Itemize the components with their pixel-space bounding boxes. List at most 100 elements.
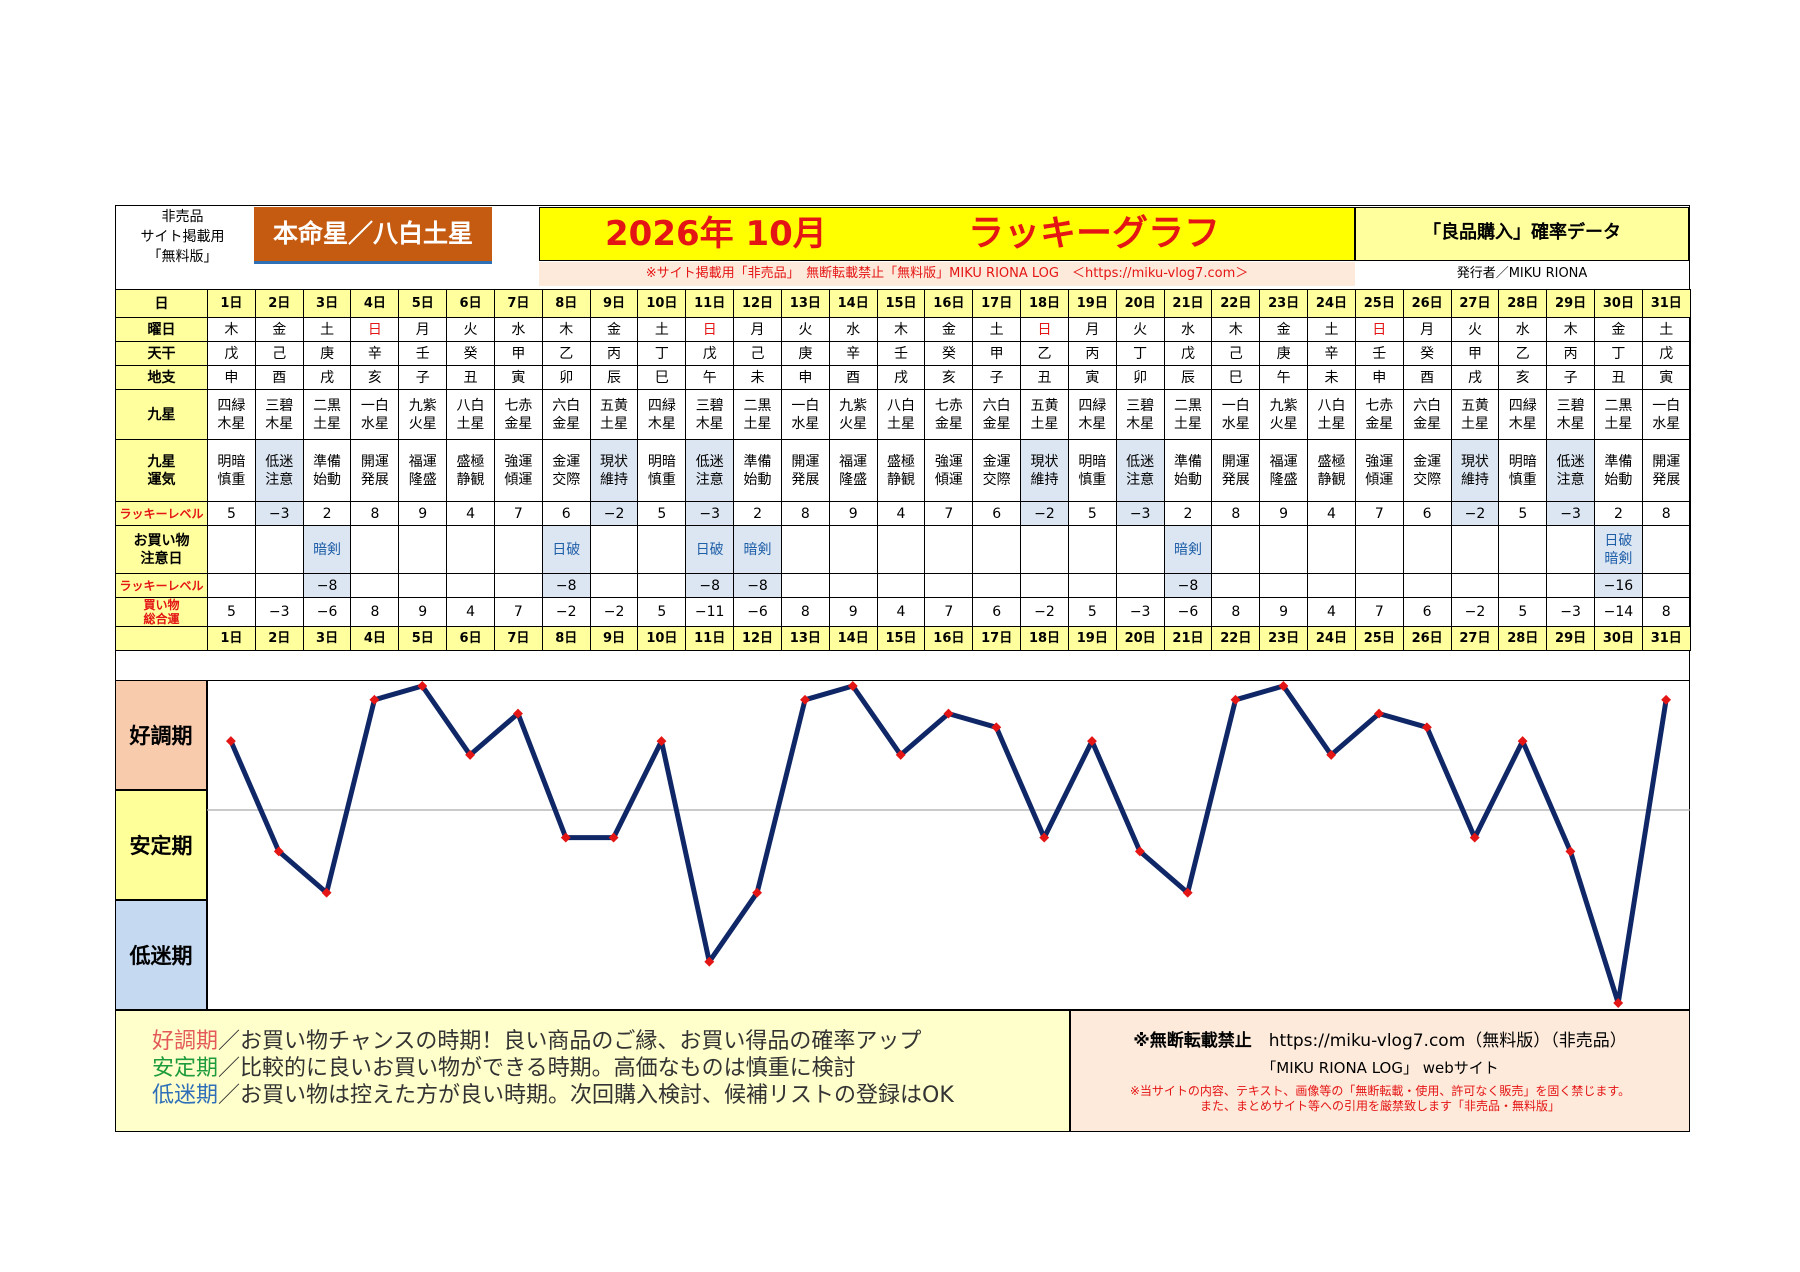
kyusei-cell: 七赤 金星 [1354, 389, 1404, 440]
total-cell: 7 [924, 597, 974, 627]
tenkan-cell: 丙 [1067, 341, 1117, 366]
unki-cell: 開運 発展 [780, 439, 830, 502]
unki-cell: 準備 始動 [302, 439, 352, 502]
data-point [1374, 708, 1384, 719]
lucky-level-cell: 6 [1402, 501, 1452, 526]
data-point [465, 749, 476, 760]
unki-cell: 開運 発展 [1211, 439, 1261, 502]
total-cell: −2 [541, 597, 591, 627]
kyusei-row: 九星 四緑 木星 三碧 木星 二黒 土星 一白 水星 九紫 火星 八白 土星 七赤 金星 六白 金星 五黄 土星 四緑… [115, 389, 1691, 440]
caution-level-cell [1067, 573, 1117, 598]
day-cell: 2日 [254, 626, 304, 651]
day-cell: 9日 [589, 289, 639, 318]
top-left-label: 非売品 サイト掲載用 「無料版」 [115, 205, 250, 287]
tenkan-cell: 甲 [493, 341, 543, 366]
caution-cell: 日破 [685, 525, 735, 574]
weekday-cell: 水 [828, 317, 878, 342]
lucky-level-cell: −2 [589, 501, 639, 526]
weekday-cell: 木 [1211, 317, 1261, 342]
chishi-cell: 亥 [350, 365, 400, 390]
data-point [321, 887, 332, 898]
unki-cell: 明暗 慎重 [1067, 439, 1117, 502]
honmei-underline [254, 261, 492, 264]
weekday-cell: 土 [637, 317, 687, 342]
caution-level-cell [828, 573, 878, 598]
weekday-cell: 金 [589, 317, 639, 342]
caution-cell [254, 525, 304, 574]
caution-level-cell: −16 [1594, 573, 1643, 598]
caution-cell [493, 525, 543, 574]
unki-cell: 低迷 注意 [1546, 439, 1596, 502]
unki-cell: 低迷 注意 [685, 439, 735, 502]
caution-level-cell: −8 [302, 573, 352, 598]
kyusei-cell: 一白 水星 [350, 389, 400, 440]
data-point [943, 708, 954, 719]
weekday-cell: 土 [302, 317, 352, 342]
weekday-cell: 火 [780, 317, 830, 342]
weekday-cell: 日 [1354, 317, 1404, 342]
caution-cell [589, 525, 639, 574]
legend-stable-term: 安定期 [152, 1056, 219, 1081]
lucky-level-cell: 8 [1641, 501, 1691, 526]
unki-cell: 盛極 静観 [876, 439, 926, 502]
kyusei-cell: 九紫 火星 [828, 389, 878, 440]
day-cell: 29日 [1546, 289, 1596, 318]
lucky-level-cell: 8 [780, 501, 830, 526]
total-cell: 7 [493, 597, 543, 627]
day-cell: 25日 [1354, 289, 1404, 318]
caution-level-cell: −8 [1163, 573, 1213, 598]
tenkan-cell: 戊 [1641, 341, 1691, 366]
day-row: 日 1日 2日 3日 4日 5日 6日 7日 8日 9日 10日 11日 12日 13日 14日 15日 16日… [115, 289, 1691, 318]
day-cell: 10日 [637, 626, 687, 651]
lucky-level-cell: −3 [254, 501, 304, 526]
unki-cell: 強運 傾運 [924, 439, 974, 502]
data-point [800, 694, 810, 705]
tenkan-cell: 丁 [1594, 341, 1643, 366]
kyusei-cell: 八白 土星 [1307, 389, 1356, 440]
total-cell: 4 [446, 597, 495, 627]
kyusei-cell: 三碧 木星 [685, 389, 735, 440]
chishi-cell: 卯 [541, 365, 591, 390]
day-cell: 26日 [1402, 626, 1452, 651]
unki-cell: 準備 始動 [733, 439, 782, 502]
unki-cell: 金運 交際 [541, 439, 591, 502]
day-cell: 16日 [924, 289, 974, 318]
chishi-cell: 丑 [1594, 365, 1643, 390]
tenkan-cell: 戊 [207, 341, 256, 366]
total-cell: 4 [1307, 597, 1356, 627]
total-row: 買い物 総合運 5 −3 −6 8 9 4 7 −2 −2 5 −11 −6 8 9 4 7 6 −2 5 −3 −6 8 9 4… [115, 597, 1691, 627]
day-cell: 17日 [972, 289, 1022, 318]
site-name: 「MIKU RIONA LOG」 webサイト [1261, 1059, 1499, 1077]
day-cell: 27日 [1450, 626, 1500, 651]
data-point [513, 708, 523, 719]
day-cell: 30日 [1594, 289, 1643, 318]
data-point [895, 749, 906, 760]
unki-cell: 準備 始動 [1163, 439, 1213, 502]
total-cell: 5 [1498, 597, 1548, 627]
unki-cell: 福運 隆盛 [828, 439, 878, 502]
day-cell: 6日 [446, 626, 495, 651]
year-month: 2026年 10月 [605, 214, 827, 254]
caution-level-cell [493, 573, 543, 598]
total-cell: −3 [254, 597, 304, 627]
data-table: 日 1日 2日 3日 4日 5日 6日 7日 8日 9日 10日 11日 12日 13日 14日 15日 16日… [115, 289, 1691, 651]
data-point [1230, 694, 1241, 705]
row-label-weekday: 曜日 [115, 317, 208, 342]
total-cell: −6 [733, 597, 782, 627]
chishi-cell: 巳 [637, 365, 687, 390]
chishi-cell: 未 [1307, 365, 1356, 390]
caution-cell: 暗剣 [1163, 525, 1213, 574]
kyusei-cell: 八白 土星 [446, 389, 495, 440]
day-cell: 13日 [780, 626, 830, 651]
weekday-cell: 火 [1115, 317, 1165, 342]
day-cell: 16日 [924, 626, 974, 651]
total-cell: −11 [685, 597, 735, 627]
caution-cell [780, 525, 830, 574]
total-cell: 6 [972, 597, 1022, 627]
chart-title: ラッキーグラフ [968, 213, 1221, 254]
day-cell: 3日 [302, 289, 352, 318]
total-cell: −6 [302, 597, 352, 627]
row-label-unki: 九星 運気 [115, 439, 208, 502]
day-cell: 15日 [876, 626, 926, 651]
